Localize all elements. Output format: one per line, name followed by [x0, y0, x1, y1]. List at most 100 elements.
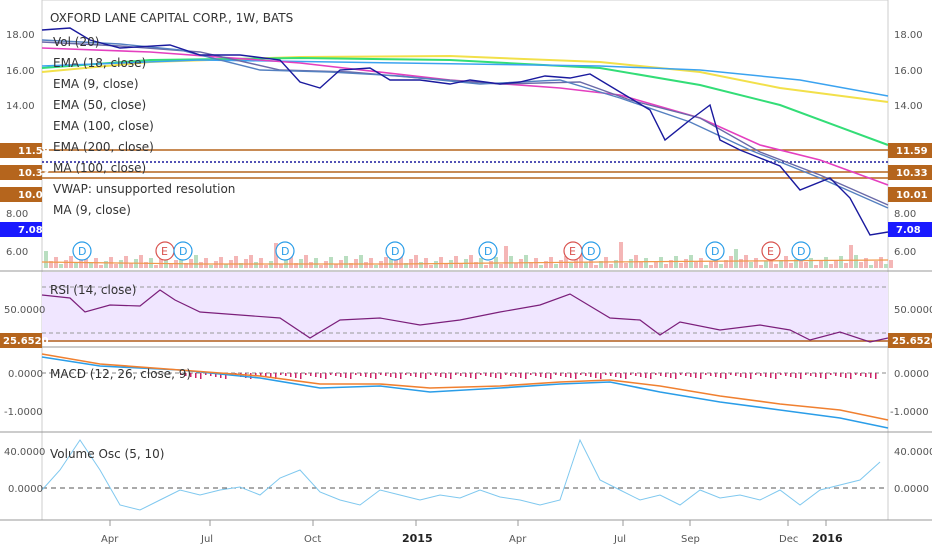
dividend-marker[interactable]	[173, 241, 193, 261]
price-tick-right: 6.00	[894, 247, 916, 258]
legend-item[interactable]: EMA (18, close)	[53, 56, 146, 70]
price-badge-text-right: 7.08	[896, 225, 921, 236]
volume-bar	[679, 263, 683, 268]
osc-axis-tick-0-left: 40.0000	[4, 447, 45, 458]
volume-bar	[499, 264, 503, 268]
volume-bar	[274, 243, 278, 268]
volume-bar	[204, 258, 208, 268]
volume-bar	[774, 264, 778, 268]
macd-signal-line	[41, 353, 889, 421]
macd-histogram-bar	[620, 373, 622, 378]
event-marker-label: E	[161, 245, 168, 258]
volume-bar	[669, 260, 673, 268]
legend-item[interactable]: EMA (50, close)	[53, 98, 146, 112]
dividend-marker[interactable]	[478, 241, 498, 261]
dividend-marker[interactable]	[581, 241, 601, 261]
macd-histogram-bar	[695, 373, 697, 378]
macd-histogram-bar	[430, 373, 432, 375]
macd-histogram-bar	[350, 373, 352, 379]
volume-bar	[414, 255, 418, 268]
macd-histogram-bar	[750, 373, 752, 379]
volume-bar	[554, 264, 558, 268]
macd-histogram-bar	[720, 373, 722, 378]
macd-histogram-bar	[215, 373, 217, 377]
macd-histogram-bar	[190, 373, 192, 377]
volume-bar	[579, 255, 583, 268]
time-axis[interactable]: Apr Jul Oct 2015 Apr Jul Sep Dec 2016	[101, 520, 843, 545]
volume-bar	[154, 265, 158, 268]
volume-bar	[599, 261, 603, 268]
macd-histogram-bar	[325, 373, 327, 379]
dividend-marker[interactable]	[385, 241, 405, 261]
time-label: Apr	[509, 534, 527, 545]
macd-histogram-bar	[275, 373, 277, 379]
price-tick-right: 14.00	[894, 101, 923, 112]
macd-histogram-bar	[855, 373, 857, 375]
macd-histogram-bar	[185, 373, 187, 376]
volume-bar	[589, 258, 593, 268]
volume-bar	[649, 265, 653, 268]
volume-bar	[639, 262, 643, 268]
volume-bar	[659, 257, 663, 268]
volume-bar	[614, 260, 618, 268]
macd-histogram-bar	[500, 373, 502, 379]
macd-histogram-bar	[595, 373, 597, 378]
macd-histogram-bar	[545, 373, 547, 378]
ema-9-line	[41, 39, 889, 209]
volume-bar	[854, 255, 858, 268]
volume-bar	[289, 256, 293, 268]
macd-histogram-bar	[715, 373, 717, 377]
price-tick-right: 18.00	[894, 30, 923, 41]
volume-bar	[804, 262, 808, 268]
volume-bar	[834, 260, 838, 268]
indicator-legend[interactable]: Vol (20) EMA (18, close) EMA (9, close) EMA…	[53, 35, 235, 217]
macd-histogram-bar	[370, 373, 372, 378]
volume-bar	[759, 265, 763, 268]
dividend-marker[interactable]	[791, 241, 811, 261]
macd-histogram-bar	[180, 373, 182, 375]
earnings-marker[interactable]	[761, 241, 781, 261]
macd-histogram-bar	[355, 373, 357, 375]
macd-histogram-bar	[470, 373, 472, 378]
volume-bar	[819, 261, 823, 268]
macd-histogram-bar	[460, 373, 462, 376]
legend-item[interactable]: MA (9, close)	[53, 203, 131, 217]
volume-bar	[544, 261, 548, 268]
legend-item[interactable]: EMA (100, close)	[53, 119, 154, 133]
legend-item[interactable]: Vol (20)	[53, 35, 99, 49]
price-badge-text-left: 10.33	[18, 168, 50, 179]
volume-bar	[74, 263, 78, 268]
legend-item[interactable]: VWAP: unsupported resolution	[53, 182, 235, 196]
macd-histogram-bar	[265, 373, 267, 377]
macd-histogram-bar	[555, 373, 557, 375]
dividend-marker[interactable]	[72, 241, 92, 261]
volume-bar	[264, 265, 268, 268]
time-label: Dec	[779, 534, 798, 545]
legend-item[interactable]: EMA (200, close)	[53, 140, 154, 154]
macd-histogram-bar	[820, 373, 822, 378]
legend-item[interactable]: EMA (9, close)	[53, 77, 139, 91]
legend-item[interactable]: MA (100, close)	[53, 161, 146, 175]
macd-histogram-bar	[825, 373, 827, 379]
macd-histogram-bar	[795, 373, 797, 378]
macd-histogram-bar	[645, 373, 647, 378]
volume-bar	[444, 264, 448, 268]
volume-bar	[404, 263, 408, 268]
price-tick-left: 8.00	[6, 209, 28, 220]
macd-histogram-bar	[400, 373, 402, 379]
event-marker-label: D	[391, 245, 399, 258]
volume-bar	[424, 258, 428, 268]
volume-bar	[754, 258, 758, 268]
dividend-marker[interactable]	[705, 241, 725, 261]
volume-bar	[794, 259, 798, 268]
dividend-marker[interactable]	[275, 241, 295, 261]
macd-histogram-bar	[735, 373, 737, 376]
event-marker-label: D	[179, 245, 187, 258]
volume-bar	[619, 242, 623, 268]
macd-histogram-bar	[475, 373, 477, 379]
macd-histogram-bar	[315, 373, 317, 377]
volume-bar	[234, 256, 238, 268]
macd-histogram-bar	[700, 373, 702, 379]
